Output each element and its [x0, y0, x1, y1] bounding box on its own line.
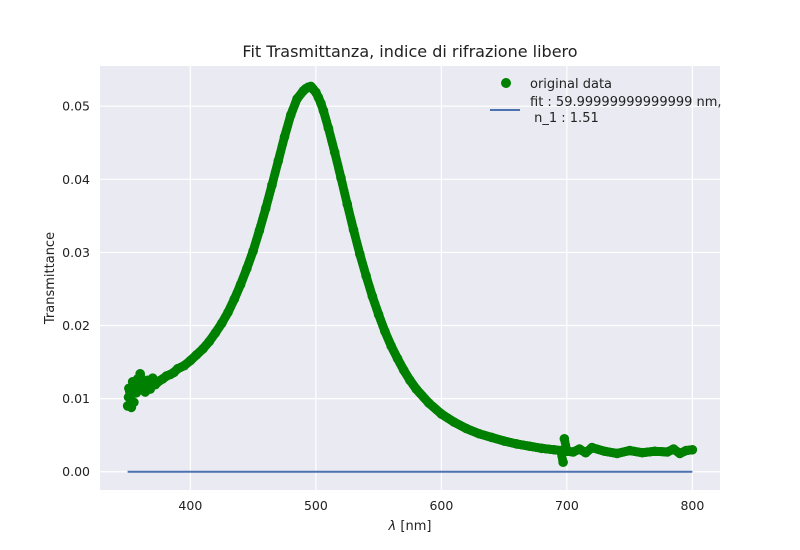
y-tick-label: 0.05 — [62, 99, 90, 114]
data-point — [361, 271, 371, 281]
data-point — [612, 448, 622, 459]
data-point — [260, 203, 271, 214]
data-point — [536, 443, 547, 454]
data-point — [499, 436, 509, 446]
data-point — [373, 309, 384, 320]
y-tick-label: 0.03 — [62, 245, 90, 260]
legend: original data fit : 59.99999999999999 nm… — [490, 77, 722, 126]
data-point — [587, 442, 597, 453]
legend-label-fit-line-1: fit : 59.99999999999999 nm, — [530, 95, 722, 110]
chart-title: Fit Trasmittanza, indice di rifrazione l… — [242, 42, 577, 61]
data-point — [348, 224, 359, 235]
data-point — [329, 147, 340, 158]
data-point — [285, 110, 296, 120]
x-tick-label: 700 — [555, 498, 579, 513]
data-point — [624, 445, 635, 456]
legend-label-original-data: original data — [530, 77, 612, 92]
data-point — [405, 375, 415, 386]
data-point — [398, 365, 409, 375]
data-point — [436, 409, 447, 419]
data-point — [486, 432, 497, 443]
data-point — [223, 307, 233, 318]
data-point — [354, 249, 365, 259]
data-point — [198, 344, 208, 354]
data-point — [242, 263, 252, 274]
data-point — [318, 105, 329, 116]
data-point — [511, 439, 522, 449]
data-point — [687, 444, 698, 455]
data-point — [649, 446, 660, 457]
data-point — [248, 246, 258, 256]
data-point — [267, 180, 277, 190]
data-point — [191, 349, 202, 360]
data-point — [254, 225, 265, 236]
y-axis-label: Transmittance — [43, 232, 58, 325]
data-point — [185, 355, 196, 366]
data-point — [292, 94, 302, 104]
data-point — [135, 368, 145, 379]
plot-background — [100, 66, 720, 490]
data-point — [599, 446, 610, 457]
data-point — [342, 199, 353, 209]
data-point — [273, 156, 284, 166]
x-axis-symbol: λ — [388, 519, 397, 534]
data-point — [637, 447, 647, 458]
y-tick-label: 0.00 — [62, 464, 90, 479]
legend-label-fit: fit : 59.99999999999999 nm, n_1 : 1.51 — [530, 95, 722, 126]
data-point — [380, 326, 390, 337]
x-tick-label: 600 — [429, 498, 453, 513]
y-tick-label: 0.01 — [62, 391, 90, 406]
y-tick-labels: 0.00 0.01 0.02 0.03 0.04 0.05 — [62, 99, 90, 480]
data-point — [559, 434, 570, 444]
data-point — [424, 398, 434, 408]
data-point — [392, 353, 403, 364]
data-point — [386, 341, 396, 351]
x-tick-label: 400 — [178, 498, 202, 513]
x-tick-label: 800 — [680, 498, 704, 513]
data-point — [210, 328, 221, 338]
data-point — [461, 423, 472, 434]
legend-label-fit-line-2: n_1 : 1.51 — [530, 111, 599, 126]
data-point — [558, 457, 568, 468]
data-point — [235, 279, 246, 290]
y-tick-label: 0.04 — [62, 172, 90, 187]
data-points — [122, 81, 698, 468]
data-point — [449, 417, 459, 427]
data-point — [279, 132, 290, 142]
data-point — [204, 336, 214, 347]
data-point — [216, 318, 227, 329]
y-tick-label: 0.02 — [62, 318, 90, 333]
data-point — [367, 291, 378, 302]
x-axis-unit: [nm] — [396, 519, 431, 534]
legend-marker-original-data — [501, 78, 511, 88]
data-point — [323, 123, 334, 133]
data-point — [411, 384, 422, 394]
data-point — [229, 294, 240, 305]
x-tick-label: 500 — [304, 498, 328, 513]
x-axis-label: λ [nm] — [388, 519, 432, 534]
data-point — [316, 98, 326, 109]
x-tick-labels: 400 500 600 700 800 — [178, 498, 704, 513]
data-point — [336, 173, 346, 183]
data-point — [524, 441, 535, 451]
data-point — [474, 428, 484, 439]
data-point — [129, 397, 139, 408]
